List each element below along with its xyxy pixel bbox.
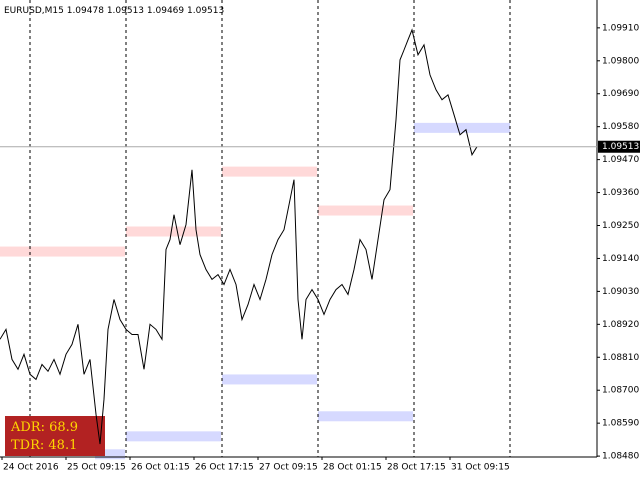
zone (0, 246, 125, 257)
y-tick-label: 1.08920 (602, 320, 639, 330)
zone (318, 411, 413, 422)
adr-label: ADR: 68.9 (10, 420, 78, 435)
separators (29, 0, 511, 457)
last-price-label: 1.09513 (602, 142, 639, 152)
header: EURUSD,M15 1.09478 1.09513 1.09469 1.095… (4, 6, 224, 16)
x-tick-label: 24 Oct 2016 (3, 463, 59, 473)
tdr-name: TDR: (11, 438, 44, 453)
y-tick-label: 1.09580 (602, 122, 639, 132)
x-tick-label: 25 Oct 09:15 (67, 463, 126, 473)
low: 1.09469 (147, 6, 184, 16)
zone (414, 122, 510, 133)
zone (222, 374, 317, 385)
x-tick-label: 28 Oct 17:15 (387, 463, 446, 473)
zone (126, 226, 221, 237)
tdr-label: TDR: 48.1 (11, 438, 77, 453)
zone (126, 431, 221, 442)
tdr-value: 48.1 (48, 438, 77, 453)
zone (318, 205, 413, 216)
adr-value: 68.9 (49, 420, 78, 435)
y-tick-label: 1.09690 (602, 89, 639, 99)
y-tick-label: 1.09470 (602, 155, 639, 165)
adr-box (5, 416, 105, 456)
high: 1.09513 (107, 6, 144, 16)
symbol: EURUSD,M15 (4, 6, 64, 16)
y-tick-label: 1.09360 (602, 188, 639, 198)
last-price-box (598, 140, 640, 153)
x-tick-label: 28 Oct 01:15 (323, 463, 382, 473)
zones (0, 122, 510, 460)
y-tick-label: 1.08480 (602, 452, 639, 462)
y-tick-label: 1.08700 (602, 386, 639, 396)
x-tick-label: 26 Oct 17:15 (195, 463, 254, 473)
zone (222, 166, 317, 177)
close: 1.09513 (187, 6, 224, 16)
y-tick-label: 1.08590 (602, 419, 639, 429)
adr-name: ADR: (10, 420, 45, 435)
y-tick-label: 1.08810 (602, 353, 639, 363)
y-tick-label: 1.09250 (602, 221, 639, 231)
x-tick-label: 27 Oct 09:15 (259, 463, 318, 473)
zone (95, 449, 125, 460)
y-tick-label: 1.09030 (602, 287, 639, 297)
y-tick-label: 1.09910 (602, 23, 639, 33)
x-tick-label: 26 Oct 01:15 (131, 463, 190, 473)
y-tick-label: 1.09140 (602, 254, 639, 264)
x-tick-label: 31 Oct 09:15 (451, 463, 510, 473)
y-tick-label: 1.09800 (602, 56, 639, 66)
open: 1.09478 (67, 6, 104, 16)
price-line (0, 28, 478, 445)
